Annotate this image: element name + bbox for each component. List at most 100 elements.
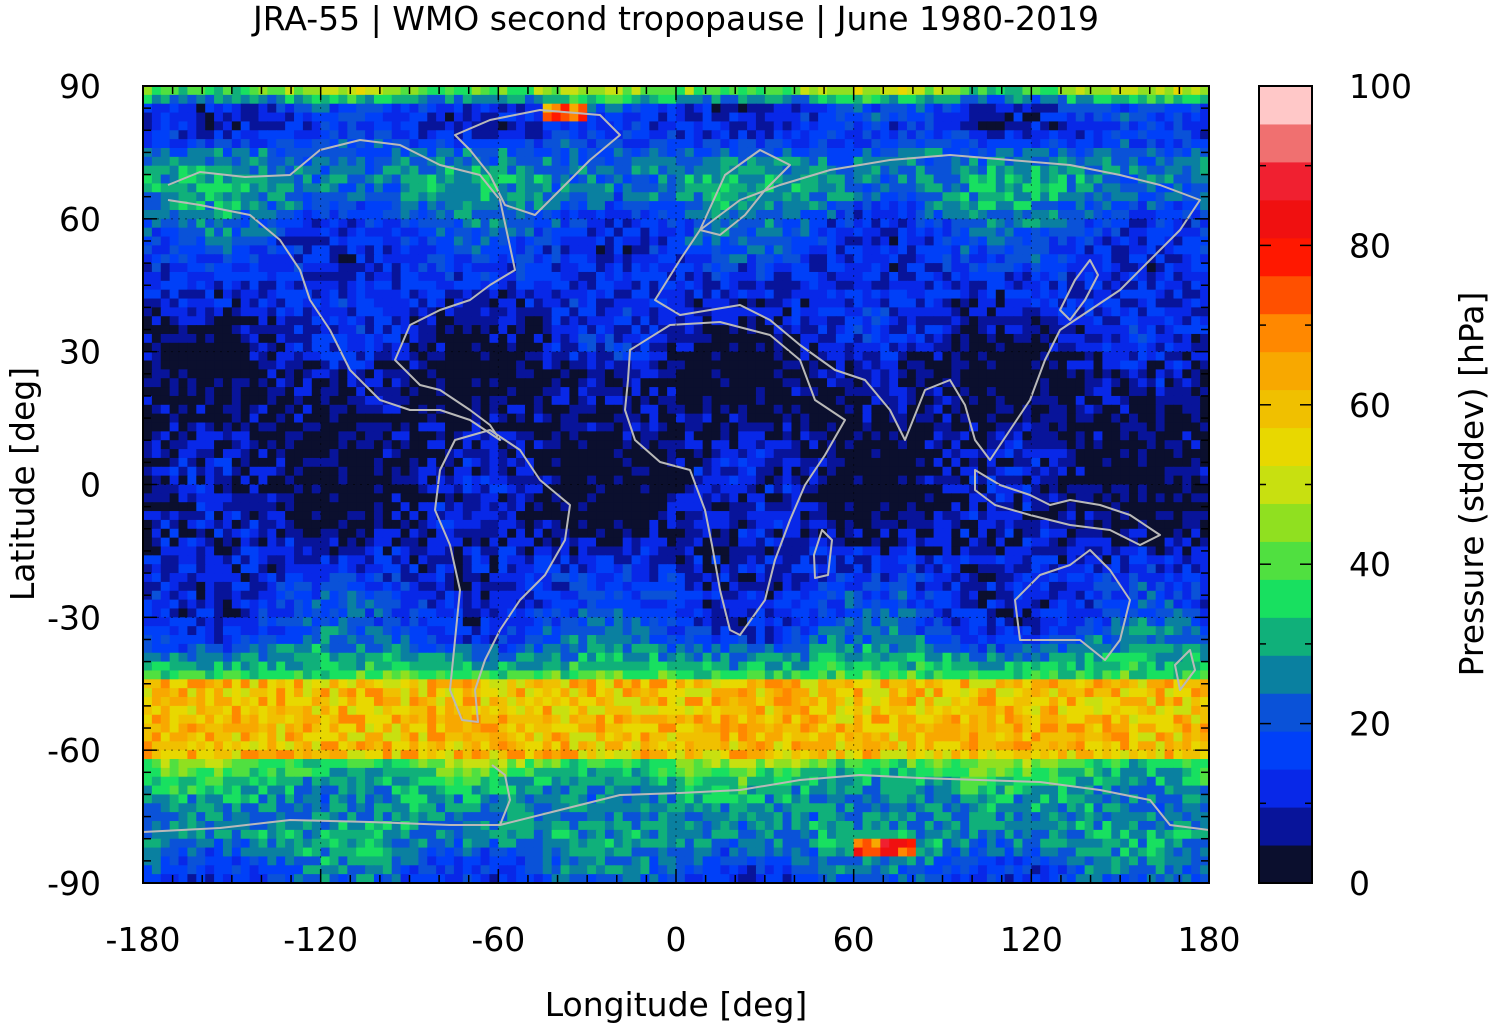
- heatmap-cell: [196, 280, 206, 291]
- heatmap-cell: [187, 404, 197, 415]
- heatmap-cell: [400, 298, 411, 308]
- heatmap-cell: [1004, 289, 1015, 300]
- heatmap-cell: [311, 218, 322, 229]
- heatmap-cell: [240, 289, 251, 300]
- heatmap-cell: [1137, 333, 1148, 344]
- heatmap-cell: [1182, 245, 1192, 255]
- heatmap-cell: [667, 449, 677, 459]
- heatmap-cell: [533, 174, 544, 185]
- heatmap-cell: [1182, 94, 1192, 105]
- heatmap-cell: [338, 307, 348, 317]
- heatmap-cell: [978, 103, 988, 114]
- heatmap-cell: [178, 139, 189, 149]
- heatmap-cell: [720, 147, 730, 158]
- heatmap-cell: [631, 289, 642, 300]
- heatmap-cell: [711, 395, 722, 406]
- heatmap-cell: [791, 263, 801, 273]
- heatmap-cell: [835, 156, 846, 167]
- heatmap-cell: [995, 86, 1006, 96]
- heatmap-cell: [978, 227, 988, 238]
- heatmap-cell: [587, 360, 597, 370]
- heatmap-cell: [231, 351, 242, 362]
- heatmap-cell: [1164, 209, 1175, 220]
- heatmap-cell: [640, 307, 650, 317]
- heatmap-cell: [1004, 280, 1015, 291]
- heatmap-cell: [258, 333, 268, 344]
- heatmap-cell: [1075, 395, 1086, 406]
- heatmap-cell: [240, 307, 251, 317]
- heatmap-cell: [1191, 165, 1201, 176]
- heatmap-cell: [418, 130, 428, 140]
- heatmap-cell: [764, 333, 775, 344]
- heatmap-cell: [249, 192, 260, 202]
- heatmap-cell: [889, 165, 899, 176]
- heatmap-cell: [986, 413, 997, 424]
- heatmap-cell: [995, 218, 1006, 229]
- heatmap-cell: [871, 307, 881, 317]
- heatmap-cell: [311, 183, 322, 193]
- heatmap-cell: [427, 351, 437, 362]
- heatmap-cell: [462, 94, 473, 105]
- heatmap-cell: [462, 121, 473, 131]
- heatmap-cell: [693, 289, 704, 300]
- heatmap-cell: [871, 351, 881, 362]
- heatmap-cell: [196, 112, 206, 123]
- heatmap-cell: [356, 86, 366, 96]
- heatmap-cell: [578, 271, 588, 282]
- heatmap-cell: [720, 289, 730, 300]
- heatmap-cell: [818, 156, 828, 167]
- heatmap-cell: [294, 431, 304, 441]
- heatmap-cell: [445, 342, 455, 353]
- heatmap-cell: [969, 378, 979, 388]
- heatmap-cell: [676, 121, 686, 131]
- heatmap-cell: [880, 201, 890, 211]
- heatmap-cell: [258, 271, 268, 282]
- heatmap-cell: [986, 263, 997, 273]
- heatmap-cell: [1111, 165, 1121, 176]
- heatmap-cell: [169, 147, 180, 158]
- heatmap-cell: [791, 440, 801, 450]
- heatmap-cell: [1129, 325, 1139, 335]
- heatmap-cell: [311, 130, 322, 140]
- heatmap-cell: [409, 440, 419, 450]
- heatmap-cell: [764, 86, 775, 96]
- heatmap-cell: [560, 404, 570, 415]
- heatmap-cell: [1004, 209, 1015, 220]
- heatmap-cell: [533, 280, 544, 291]
- heatmap-cell: [427, 254, 437, 264]
- heatmap-cell: [1040, 271, 1050, 282]
- heatmap-cell: [782, 94, 793, 105]
- heatmap-cell: [1111, 431, 1121, 441]
- heatmap-cell: [604, 325, 615, 335]
- heatmap-cell: [214, 130, 224, 140]
- heatmap-cell: [294, 351, 304, 362]
- heatmap-cell: [631, 413, 642, 424]
- heatmap-cell: [622, 449, 633, 459]
- heatmap-cell: [231, 395, 242, 406]
- heatmap-cell: [151, 112, 162, 123]
- heatmap-cell: [1049, 245, 1059, 255]
- heatmap-cell: [1173, 165, 1183, 176]
- heatmap-cell: [915, 387, 926, 397]
- heatmap-cell: [667, 209, 677, 220]
- heatmap-cell: [169, 236, 180, 246]
- heatmap-cell: [578, 263, 588, 273]
- heatmap-cell: [604, 121, 615, 131]
- heatmap-cell: [711, 236, 722, 246]
- heatmap-cell: [764, 112, 775, 123]
- heatmap-cell: [702, 156, 713, 167]
- heatmap-cell: [684, 139, 695, 149]
- heatmap-cell: [1155, 139, 1166, 149]
- heatmap-cell: [676, 218, 686, 229]
- heatmap-cell: [1173, 94, 1183, 105]
- heatmap-cell: [498, 227, 508, 238]
- heatmap-cell: [338, 183, 348, 193]
- heatmap-cell: [1182, 351, 1192, 362]
- heatmap-cell: [711, 316, 722, 326]
- heatmap-cell: [1146, 387, 1157, 397]
- heatmap-cell: [302, 139, 313, 149]
- heatmap-cell: [649, 156, 659, 167]
- heatmap-cell: [489, 174, 499, 185]
- heatmap-cell: [827, 404, 837, 415]
- heatmap-cell: [889, 218, 899, 229]
